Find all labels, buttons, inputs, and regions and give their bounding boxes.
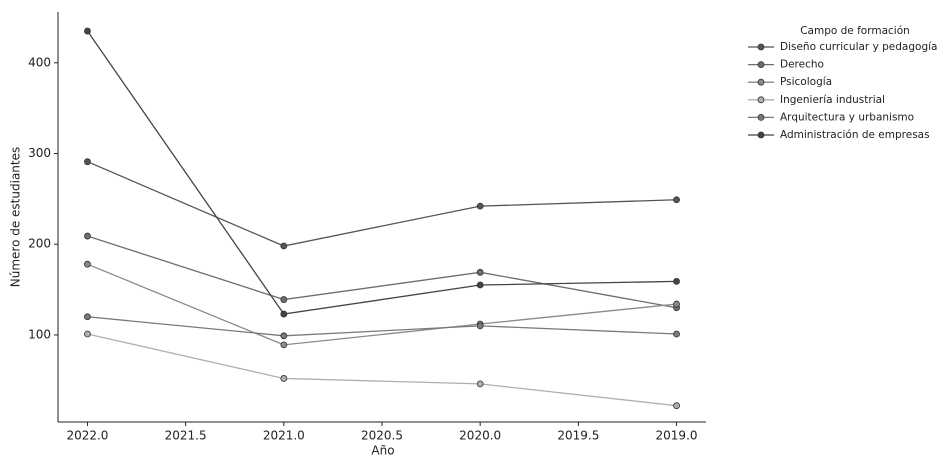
point [476,202,484,210]
point [673,402,680,410]
point [84,232,91,240]
legend-marker [757,96,765,104]
point [673,278,680,285]
series-line [87,263,677,346]
legend-item: Ingeniería industrial [748,94,885,106]
point [280,341,288,349]
point [476,281,484,289]
legend-item: Diseño curricular y pedagogía [748,41,937,53]
series-line [87,235,677,309]
series-line [87,161,677,247]
point [476,322,484,330]
point [673,300,680,308]
y-tick-label: 400 [28,55,51,69]
x-tick-label: 2021.0 [263,429,305,443]
legend-label: Ingeniería industrial [780,94,885,106]
point [673,196,680,204]
legend-marker [757,114,765,121]
legend-marker [757,131,765,139]
legend-item: Psicología [748,76,832,88]
x-axis-label: Año [371,444,394,458]
point [280,332,288,340]
point [476,268,484,276]
legend-item: Derecho [748,59,824,71]
y-tick-label: 200 [28,237,51,251]
x-tick-label: 2020.0 [459,429,501,443]
point [673,330,680,338]
point [84,260,91,268]
legend-marker [757,43,765,51]
y-tick-label: 100 [28,327,51,341]
legend-marker [757,61,765,68]
legend-item: Arquitectura y urbanismo [748,111,914,123]
point [84,158,91,166]
legend-marker [757,78,765,86]
legend-item: Administración de empresas [748,129,930,141]
series-line [87,333,677,407]
point [84,313,91,321]
legend-label: Psicología [780,76,832,88]
legend-title: Campo de formación [800,25,910,37]
legend-label: Administración de empresas [780,129,930,141]
x-tick-label: 2019.0 [656,429,698,443]
legend-label: Diseño curricular y pedagogía [780,41,937,53]
x-tick-label: 2021.5 [165,429,207,443]
point [84,27,91,35]
point [84,330,91,338]
y-axis-label: Número de estudiantes [9,147,23,288]
x-tick-label: 2020.5 [361,429,403,443]
series-line [87,316,677,337]
legend-label: Arquitectura y urbanismo [780,111,914,123]
legend-label: Derecho [780,59,824,71]
x-tick-label: 2019.5 [557,429,599,443]
y-tick-label: 300 [28,146,51,160]
point [280,375,288,382]
point [280,296,288,303]
series-line [86,30,677,315]
point [476,380,484,388]
point [280,242,288,250]
point [280,310,288,318]
x-tick-label: 2022.0 [66,429,108,443]
